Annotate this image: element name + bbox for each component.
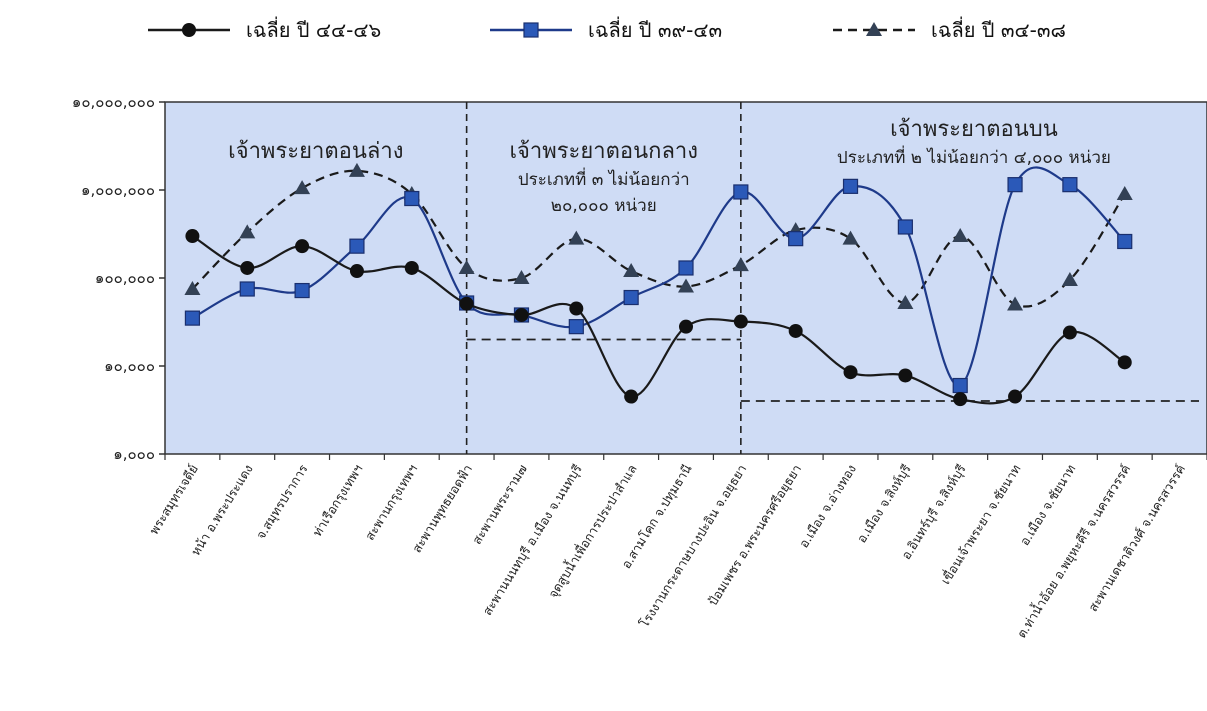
region-subtitle-upper: ประเภทที่ ๒ ไม่น้อยกว่า ๔,๐๐๐ หน่วย: [837, 145, 1111, 168]
y-tick-label: ๑๐,๐๐๐,๐๐๐: [72, 93, 155, 111]
data-point-square: [952, 377, 968, 394]
series-layer: [184, 162, 1133, 407]
x-tick-label: อ.เมือง จ.ชัยนาท: [1017, 462, 1079, 548]
region-title-middle: เจ้าพระยาตอนกลาง: [509, 139, 698, 164]
x-tick-label: ป้อมเพชร อ.พระนครศรีอยุธยา: [705, 462, 805, 609]
data-point-circle: [514, 307, 529, 322]
x-tick-label: สะพานกรุงเทพฯ: [362, 462, 421, 544]
y-axis: ๑,๐๐๐ ๑๐,๐๐๐ ๑๐๐,๐๐๐ ๑,๐๐๐,๐๐๐ ๑๐,๐๐๐,๐๐๐: [72, 93, 165, 463]
y-tick-label: ๑,๐๐๐,๐๐๐: [81, 181, 155, 199]
data-point-triangle: [732, 257, 749, 272]
data-point-triangle: [513, 270, 530, 284]
data-point-square: [897, 219, 913, 235]
x-axis: พระสมุทรเจดีย์หน้า อ.พระประแดงจ.สมุทรปรา…: [146, 454, 1207, 641]
data-point-square: [733, 184, 749, 200]
legend-item: เฉลี่ย ปี ๓๔-๓๘: [833, 16, 1066, 42]
series-square: [184, 166, 1133, 394]
data-point-circle: [953, 392, 968, 407]
data-point-triangle: [184, 280, 201, 295]
region-annotations: เจ้าพระยาตอนล่าง เจ้าพระยาตอนกลางประเภทที…: [228, 102, 1199, 454]
region-subtitle-middle: ๒๐,๐๐๐ หน่วย: [551, 196, 657, 216]
data-point-square: [184, 310, 201, 326]
data-point-circle: [240, 260, 255, 275]
data-point-triangle: [623, 263, 640, 278]
series-line-square: [191, 166, 1126, 387]
legend-label: เฉลี่ย ปี ๔๔-๔๖: [246, 16, 381, 42]
data-point-circle: [788, 323, 803, 338]
data-point-circle: [349, 264, 364, 279]
x-tick-label: สะพานพระราม๗: [469, 462, 530, 547]
data-point-circle: [404, 260, 419, 275]
legend-item: เฉลี่ย ปี ๓๙-๔๓: [490, 16, 722, 42]
legend-label: เฉลี่ย ปี ๓๔-๓๘: [931, 16, 1066, 42]
legend-marker-circle: [182, 23, 196, 37]
x-tick-label: อ.เมือง จ.อ่างทอง: [796, 462, 859, 551]
region-subtitle-middle: ประเภทที่ ๓ ไม่น้อยกว่า: [518, 167, 690, 190]
data-point-circle: [295, 239, 310, 254]
x-tick-label: สะพานนนทบุรี อ.เมือง จ.นนทบุรี: [479, 461, 585, 618]
legend-marker-square: [523, 22, 539, 38]
data-point-square: [294, 282, 310, 299]
data-point-square: [788, 231, 804, 247]
x-tick-label: สะพานพุทธยอดฟ้า: [409, 462, 476, 556]
data-point-triangle: [842, 230, 859, 245]
legend-marker-triangle: [866, 22, 882, 36]
data-point-triangle: [678, 278, 694, 293]
data-point-triangle: [897, 294, 914, 309]
data-point-square: [678, 260, 694, 276]
data-point-circle: [843, 365, 858, 380]
x-tick-label: จุดสูบน้ำเพื่อการประปาสำแล: [543, 461, 640, 602]
x-tick-label: ท่าเรือกรุงเทพฯ: [309, 462, 366, 540]
x-tick-label: หน้า อ.พระประแดง: [188, 462, 256, 559]
legend: เฉลี่ย ปี ๔๔-๔๖ เฉลี่ย ปี ๓๙-๔๓ เฉลี่ย ปี …: [148, 16, 1066, 42]
data-point-triangle: [1061, 271, 1078, 286]
data-point-triangle: [348, 162, 365, 177]
x-tick-label: โรงงานกระดาษบางปะอิน จ.อยุธยา: [636, 462, 750, 631]
data-point-circle: [624, 389, 639, 404]
data-point-square: [1062, 177, 1078, 193]
data-point-circle: [1062, 325, 1077, 340]
data-point-circle: [569, 301, 584, 316]
region-title-lower: เจ้าพระยาตอนล่าง: [228, 139, 403, 164]
data-point-circle: [733, 314, 748, 329]
x-tick-label: ต.ท่าน้ำอ้อย อ.พยุหะคีรี จ.นครสวรรค์: [1012, 461, 1134, 642]
data-point-triangle: [568, 230, 585, 245]
x-tick-label: จ.สมุทรปราการ: [253, 461, 312, 542]
region-title-upper: เจ้าพระยาตอนบน: [890, 117, 1058, 142]
data-point-circle: [1117, 355, 1132, 370]
data-point-square: [404, 190, 420, 207]
data-point-circle: [1008, 389, 1023, 404]
data-point-triangle: [952, 228, 969, 243]
data-point-square: [623, 289, 639, 306]
legend-item: เฉลี่ย ปี ๔๔-๔๖: [148, 16, 381, 42]
data-point-square: [239, 281, 255, 297]
data-point-triangle: [1007, 296, 1024, 311]
legend-label: เฉลี่ย ปี ๓๙-๔๓: [588, 16, 722, 42]
data-point-square: [842, 178, 859, 194]
series-circle: [185, 229, 1132, 407]
plot-area: [164, 101, 1207, 455]
x-tick-label: สะพานเดชาติวงศ์ จ.นครสวรรค์: [1085, 462, 1188, 615]
data-point-square: [568, 319, 584, 335]
y-tick-label: ๑๐๐,๐๐๐: [95, 269, 155, 287]
data-point-circle: [898, 368, 913, 383]
data-point-triangle: [239, 224, 256, 239]
data-point-square: [349, 238, 365, 254]
data-point-circle: [459, 296, 474, 311]
data-point-circle: [185, 229, 200, 244]
x-tick-label: อ.เมือง จ.สิงห์บุรี: [854, 461, 915, 546]
data-point-square: [1117, 233, 1133, 250]
data-point-triangle: [294, 180, 311, 195]
x-tick-label: พระสมุทรเจดีย์: [146, 462, 202, 538]
data-point-triangle: [1116, 186, 1133, 201]
data-point-circle: [679, 319, 693, 334]
y-tick-label: ๑,๐๐๐: [113, 445, 155, 463]
series-line-circle: [191, 235, 1126, 405]
y-tick-label: ๑๐,๐๐๐: [104, 357, 155, 375]
data-point-square: [1007, 177, 1023, 193]
data-point-triangle: [458, 259, 475, 274]
